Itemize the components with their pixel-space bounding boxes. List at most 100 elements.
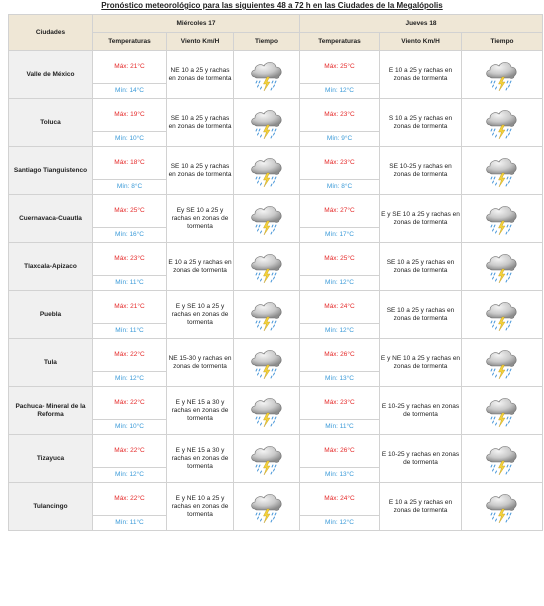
table-row: Tula Máx: 22°C NE 15-30 y rachas en zona… xyxy=(8,338,544,387)
city-name: Cuernavaca-Cuautla xyxy=(8,194,93,243)
weather-day-1 xyxy=(233,290,300,339)
max-temp-day-2: Máx: 25°C xyxy=(299,50,380,84)
table-row-min: Mín: 10°C Mín: 9°C xyxy=(9,131,543,147)
wind-day-2: E y NE 10 a 25 y rachas en zonas de torm… xyxy=(379,338,462,387)
header-temperatures-day-1: Temperaturas xyxy=(92,32,167,51)
header-day-1: Miércoles 17 xyxy=(92,14,300,33)
max-temp-day-2: Máx: 25°C xyxy=(299,242,380,276)
city-name: Toluca xyxy=(8,98,93,147)
max-temp-day-2: Máx: 23°C xyxy=(299,386,380,420)
min-temp-day-2: Mín: 8°C xyxy=(299,179,380,195)
wind-day-2: SE 10 a 25 y rachas en zonas de tormenta xyxy=(379,242,462,291)
storm-cloud-icon xyxy=(234,297,299,333)
weather-day-1 xyxy=(233,386,300,435)
min-temp-day-1: Mín: 10°C xyxy=(92,419,167,435)
wind-day-1: Ey SE 10 a 25 y rachas en zonas de torme… xyxy=(166,194,234,243)
wind-day-2: E 10-25 y rachas en zonas de tormenta xyxy=(379,434,462,483)
min-temp-day-2: Mín: 12°C xyxy=(299,323,380,339)
min-temp-day-2: Mín: 17°C xyxy=(299,227,380,243)
storm-cloud-icon xyxy=(234,345,299,381)
max-temp-day-2: Máx: 26°C xyxy=(299,434,380,468)
city-name: Tlaxcala-Apizaco xyxy=(8,242,93,291)
storm-cloud-icon xyxy=(234,249,299,285)
wind-day-2: E y SE 10 a 25 y rachas en zonas de torm… xyxy=(379,194,462,243)
max-temp-day-1: Máx: 22°C xyxy=(92,434,167,468)
city-name: Tula xyxy=(8,338,93,387)
wind-day-1: E y SE 10 a 25 y rachas en zonas de torm… xyxy=(166,290,234,339)
max-temp-day-1: Máx: 21°C xyxy=(92,290,167,324)
min-temp-day-1: Mín: 10°C xyxy=(92,131,167,147)
table-row-min: Mín: 11°C Mín: 12°C xyxy=(9,275,543,291)
weather-day-2 xyxy=(460,290,544,339)
storm-cloud-icon xyxy=(234,489,299,525)
min-temp-day-1: Mín: 11°C xyxy=(92,515,167,531)
city-name: Puebla xyxy=(8,290,93,339)
weather-day-1 xyxy=(233,98,300,147)
city-name: Tizayuca xyxy=(8,434,93,483)
storm-cloud-icon xyxy=(462,345,542,381)
min-temp-day-1: Mín: 16°C xyxy=(92,227,167,243)
min-temp-day-2: Mín: 13°C xyxy=(299,371,380,387)
min-temp-day-1: Mín: 14°C xyxy=(92,83,167,99)
max-temp-day-2: Máx: 24°C xyxy=(299,482,380,516)
header-weather-day-2: Tiempo xyxy=(460,32,544,51)
weather-day-1 xyxy=(233,242,300,291)
storm-cloud-icon xyxy=(234,57,299,93)
weather-day-2 xyxy=(460,50,544,99)
table-row: Tlaxcala-Apizaco Máx: 23°C E 10 a 25 y r… xyxy=(8,242,544,291)
wind-day-2: SE 10 a 25 y rachas en zonas de tormenta xyxy=(379,290,462,339)
min-temp-day-2: Mín: 12°C xyxy=(299,275,380,291)
storm-cloud-icon xyxy=(234,393,299,429)
wind-day-2: S 10 a 25 y rachas en zonas de tormenta xyxy=(379,98,462,147)
table-row: Tulancingo Máx: 22°C E y NE 10 a 25 y ra… xyxy=(8,482,544,531)
wind-day-2: E 10 a 25 y rachas en zonas de tormenta xyxy=(379,50,462,99)
storm-cloud-icon xyxy=(462,297,542,333)
min-temp-day-2: Mín: 9°C xyxy=(299,131,380,147)
max-temp-day-1: Máx: 21°C xyxy=(92,50,167,84)
storm-cloud-icon xyxy=(462,393,542,429)
min-temp-day-2: Mín: 12°C xyxy=(299,83,380,99)
max-temp-day-2: Máx: 26°C xyxy=(299,338,380,372)
storm-cloud-icon xyxy=(234,105,299,141)
table-row: Pachuca- Mineral de la Reforma Máx: 22°C… xyxy=(8,386,544,435)
min-temp-day-1: Mín: 12°C xyxy=(92,371,167,387)
weather-day-2 xyxy=(460,146,544,195)
table-row-min: Mín: 12°C Mín: 13°C xyxy=(9,467,543,483)
storm-cloud-icon xyxy=(462,249,542,285)
header-wind-day-2: Viento Km/H xyxy=(379,32,462,51)
header-temperatures-day-2: Temperaturas xyxy=(299,32,380,51)
wind-day-1: NE 15-30 y rachas en zonas de tormenta xyxy=(166,338,234,387)
weather-day-1 xyxy=(233,50,300,99)
table-row: Tizayuca Máx: 22°C E y NE 15 a 30 y rach… xyxy=(8,434,544,483)
header-day-2: Jueves 18 xyxy=(298,14,544,33)
max-temp-day-1: Máx: 22°C xyxy=(92,482,167,516)
table-row: Puebla Máx: 21°C E y SE 10 a 25 y rachas… xyxy=(8,290,544,339)
max-temp-day-1: Máx: 23°C xyxy=(92,242,167,276)
storm-cloud-icon xyxy=(462,57,542,93)
max-temp-day-1: Máx: 22°C xyxy=(92,338,167,372)
storm-cloud-icon xyxy=(462,489,542,525)
wind-day-1: E 10 a 25 y rachas en zonas de tormenta xyxy=(166,242,234,291)
header-cities: Ciudades xyxy=(8,14,93,51)
wind-day-1: E y NE 15 a 30 y rachas en zonas de torm… xyxy=(166,386,234,435)
max-temp-day-1: Máx: 19°C xyxy=(92,98,167,132)
weather-day-1 xyxy=(233,146,300,195)
wind-day-1: NE 10 a 25 y rachas en zonas de tormenta xyxy=(166,50,234,99)
min-temp-day-1: Mín: 11°C xyxy=(92,323,167,339)
city-name: Pachuca- Mineral de la Reforma xyxy=(8,386,93,435)
storm-cloud-icon xyxy=(234,153,299,189)
city-name: Tulancingo xyxy=(8,482,93,531)
table-row: Cuernavaca-Cuautla Máx: 25°C Ey SE 10 a … xyxy=(8,194,544,243)
max-temp-day-2: Máx: 23°C xyxy=(299,98,380,132)
max-temp-day-1: Máx: 25°C xyxy=(92,194,167,228)
weather-day-1 xyxy=(233,194,300,243)
city-name: Santiago Tianguistenco xyxy=(8,146,93,195)
weather-day-1 xyxy=(233,338,300,387)
wind-day-1: SE 10 a 25 y rachas en zonas de tormenta xyxy=(166,146,234,195)
max-temp-day-2: Máx: 23°C xyxy=(299,146,380,180)
weather-day-2 xyxy=(460,386,544,435)
header-wind-day-1: Viento Km/H xyxy=(166,32,234,51)
table-row: Valle de México Máx: 21°C NE 10 a 25 y r… xyxy=(8,50,544,99)
storm-cloud-icon xyxy=(462,201,542,237)
table-row-min: Mín: 14°C Mín: 12°C xyxy=(9,83,543,99)
